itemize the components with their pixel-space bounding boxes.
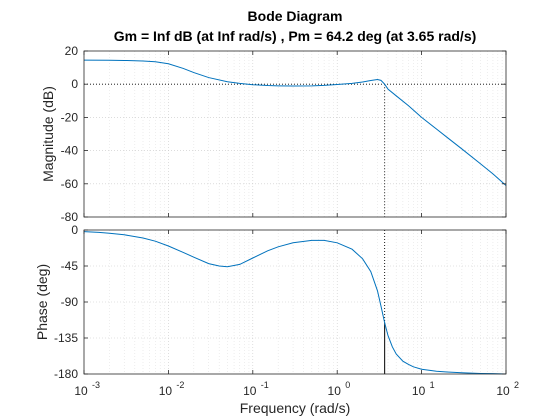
magnitude-axis-label: Magnitude (dB) [40, 86, 56, 182]
frequency-tick-exponent: -1 [261, 380, 269, 390]
magnitude-grid [84, 51, 506, 217]
phase-series-line [83, 231, 507, 375]
magnitude-y-tick-label: 0 [71, 77, 78, 91]
magnitude-y-ticks: 20 0 -20 -40 -60 -80 [61, 44, 507, 224]
phase-x-ticks: 10 -3 10 -2 10 -1 10 0 10 1 10 2 [74, 230, 519, 398]
magnitude-panel: 20 0 -20 -40 -60 -80 Magnitude (dB) [40, 44, 507, 224]
phase-y-tick-label: 0 [71, 223, 78, 237]
phase-panel: 0-45-90-135-180 10 -3 10 -2 10 -1 10 0 10 1 10 2 Ph… [34, 223, 519, 398]
magnitude-y-tick-label: -40 [61, 144, 79, 158]
frequency-tick-label: 10 [412, 384, 426, 398]
phase-y-tick-label: -135 [54, 331, 78, 345]
magnitude-plot-area [84, 51, 506, 217]
phase-y-tick-label: -45 [61, 259, 79, 273]
phase-axis-label: Phase (deg) [34, 264, 50, 340]
magnitude-y-tick-label: -20 [61, 110, 79, 124]
frequency-tick-label: 10 [243, 384, 257, 398]
frequency-axis-label: Frequency (rad/s) [240, 400, 350, 416]
phase-y-ticks: 0 -45 -90 -135 -180 [54, 223, 506, 381]
magnitude-series-line [83, 59, 507, 186]
frequency-tick-label: 10 [496, 384, 510, 398]
frequency-tick-exponent: 1 [430, 380, 435, 390]
frequency-tick-exponent: 2 [514, 380, 519, 390]
phase-y-tick-label: -90 [61, 295, 79, 309]
chart-title: Bode Diagram [248, 8, 343, 24]
chart-subtitle: Gm = Inf dB (at Inf rad/s) , Pm = 64.2 d… [114, 28, 477, 44]
magnitude-y-tick-label: -60 [61, 177, 79, 191]
phase-grid [84, 230, 506, 374]
frequency-tick-label: 10 [328, 384, 342, 398]
magnitude-markers [84, 83, 506, 217]
magnitude-y-tick-label: 20 [65, 44, 79, 58]
frequency-tick-label: 10 [74, 384, 88, 398]
frequency-tick-exponent: 0 [345, 380, 350, 390]
magnitude-y-tick-label: -80 [61, 210, 79, 224]
phase-y-tick-label: -180 [54, 367, 78, 381]
frequency-tick-exponent: -2 [176, 380, 184, 390]
frequency-tick-label: 10 [159, 384, 173, 398]
magnitude-axes-box [83, 50, 507, 218]
frequency-tick-exponent: -3 [92, 380, 100, 390]
